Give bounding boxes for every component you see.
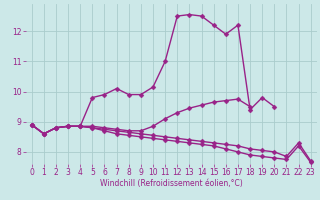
X-axis label: Windchill (Refroidissement éolien,°C): Windchill (Refroidissement éolien,°C)	[100, 179, 243, 188]
